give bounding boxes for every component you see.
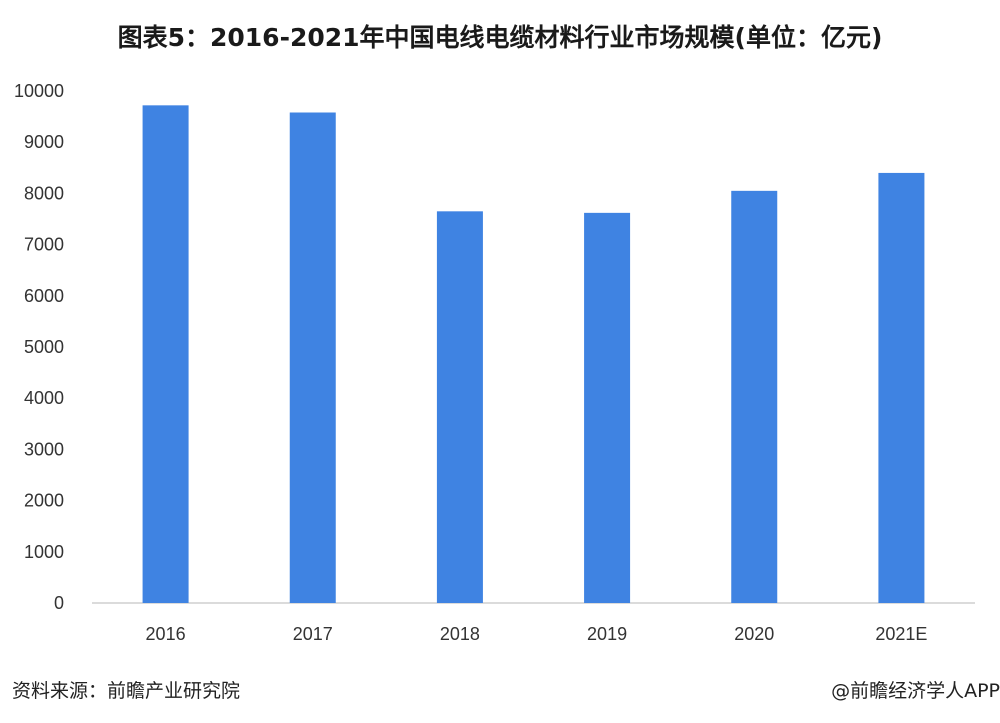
y-tick-label: 7000 [24, 235, 64, 255]
bar-2016 [142, 105, 189, 603]
x-tick-label: 2018 [440, 624, 480, 644]
source-label: 资料来源：前瞻产业研究院 [12, 680, 241, 702]
y-tick-label: 6000 [24, 286, 64, 306]
x-tick-label: 2020 [734, 624, 774, 644]
y-tick-label: 1000 [24, 542, 64, 562]
y-tick-label: 2000 [24, 491, 64, 511]
bar-2018 [436, 211, 483, 603]
bar-2021E [878, 172, 925, 604]
y-tick-label: 0 [54, 593, 64, 613]
y-tick-label: 5000 [24, 337, 64, 357]
y-tick-label: 3000 [24, 439, 64, 459]
y-tick-label: 9000 [24, 132, 64, 152]
credit-label: @前瞻经济学人APP [831, 680, 1000, 702]
bar-2020 [731, 190, 778, 603]
x-tick-label: 2021E [875, 624, 927, 644]
y-tick-label: 8000 [24, 183, 64, 203]
y-tick-label: 4000 [24, 388, 64, 408]
x-tick-label: 2017 [293, 624, 333, 644]
chart-title: 图表5：2016-2021年中国电线电缆材料行业市场规模(单位：亿元) [117, 23, 883, 52]
bar-2019 [584, 212, 631, 603]
x-tick-label: 2016 [146, 624, 186, 644]
bar-2017 [289, 112, 336, 603]
y-tick-label: 10000 [14, 81, 64, 101]
x-tick-label: 2019 [587, 624, 627, 644]
